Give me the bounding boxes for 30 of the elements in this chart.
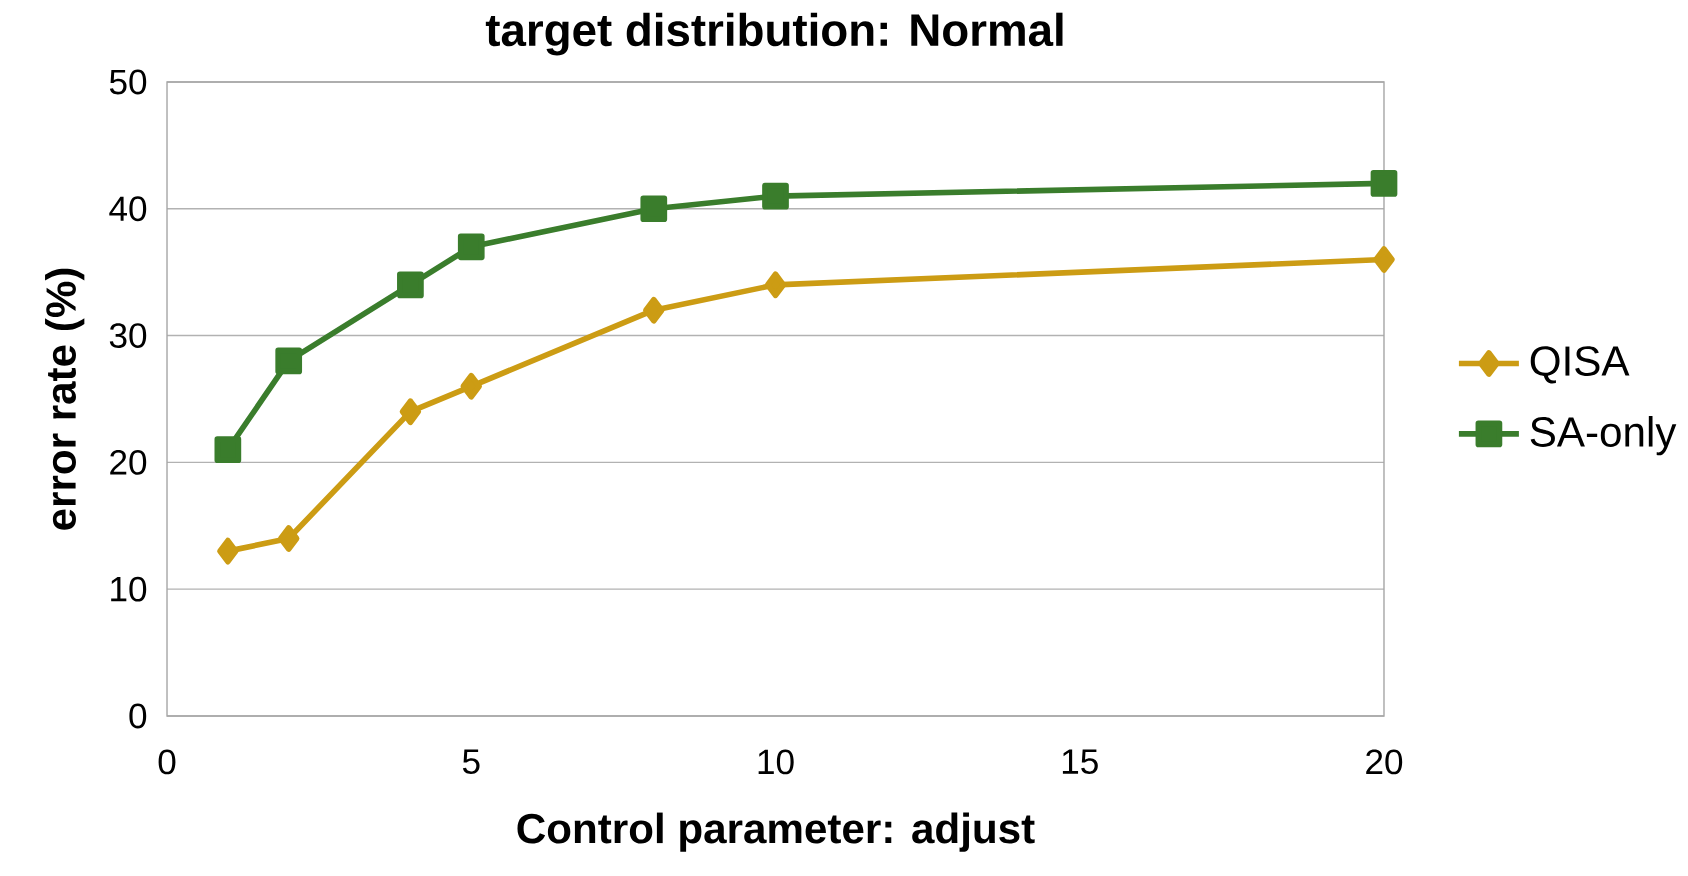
y-tick-label: 30 <box>109 323 147 349</box>
y-tick-label: 0 <box>129 703 147 729</box>
point <box>1373 246 1395 273</box>
x-tick-label: 15 <box>1062 749 1098 774</box>
y-tick-label: 10 <box>111 576 147 602</box>
point <box>643 296 665 324</box>
point <box>277 525 300 552</box>
point <box>214 436 242 464</box>
point <box>762 182 789 210</box>
y-tick-label: 40 <box>109 196 147 222</box>
legend-label: QISA <box>1530 346 1630 384</box>
point <box>1370 170 1398 197</box>
point <box>275 347 303 375</box>
x-tick-label: 20 <box>1366 749 1403 775</box>
point <box>399 398 422 426</box>
y-tick-label: 20 <box>110 449 147 475</box>
legend-label: SA-only <box>1530 416 1677 456</box>
point <box>640 195 668 223</box>
chart-title: target distribution: Normal <box>485 12 1063 56</box>
x-axis-title: Control parameter: adjust <box>517 812 1035 852</box>
point <box>217 537 239 565</box>
point <box>457 233 485 261</box>
y-tick-label: 50 <box>109 69 147 95</box>
x-tick-label: 0 <box>158 749 176 775</box>
y-axis-title: error rate (%) <box>45 268 85 530</box>
point <box>397 271 424 299</box>
point <box>460 372 482 400</box>
point <box>764 271 787 299</box>
x-tick-label: 5 <box>462 749 480 774</box>
x-tick-label: 10 <box>758 749 794 775</box>
